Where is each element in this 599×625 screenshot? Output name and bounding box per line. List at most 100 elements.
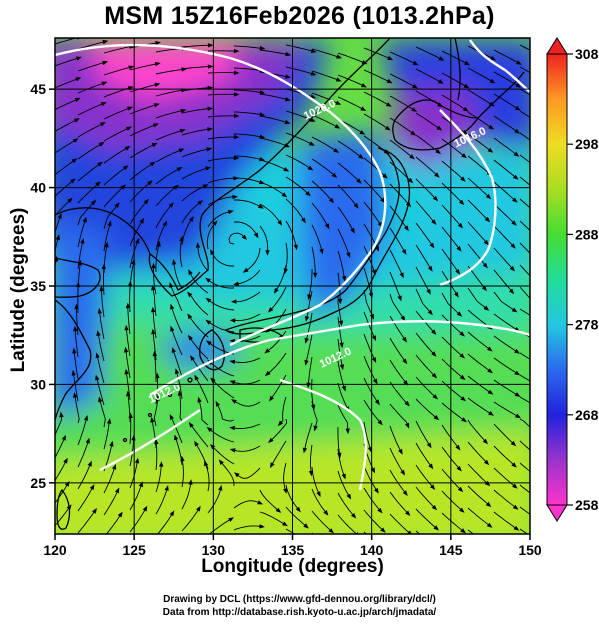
streamline-arrowhead — [541, 321, 547, 326]
streamline-arrowhead — [205, 319, 212, 325]
streamline — [96, 377, 105, 406]
streamline — [519, 154, 530, 164]
streamline — [279, 396, 287, 424]
streamline-arrowhead — [438, 56, 445, 61]
streamline — [467, 485, 489, 506]
streamline-arrowhead — [171, 347, 176, 353]
streamline — [99, 399, 106, 428]
streamline — [55, 57, 79, 67]
streamline — [220, 461, 235, 487]
streamline — [519, 484, 530, 494]
streamline-arrowhead — [307, 165, 314, 171]
streamline-arrowhead — [433, 525, 439, 531]
streamline — [77, 123, 103, 138]
streamline-arrowhead — [168, 202, 174, 208]
streamline — [311, 114, 338, 128]
streamline-arrowhead — [461, 153, 467, 159]
streamline — [189, 271, 209, 294]
streamline — [77, 486, 94, 512]
streamline — [49, 391, 52, 419]
streamline — [198, 399, 209, 426]
streamline-arrowhead — [437, 102, 444, 108]
streamline — [170, 285, 183, 312]
streamline-arrowhead — [134, 457, 140, 464]
streamline — [389, 249, 403, 276]
streamline — [519, 440, 530, 451]
streamline-arrowhead — [229, 448, 236, 453]
streamline-arrowhead — [341, 275, 347, 282]
streamline — [519, 308, 530, 316]
streamline-arrowhead — [514, 128, 521, 134]
streamline-arrowhead — [277, 420, 284, 427]
streamline-arrowhead — [431, 372, 438, 379]
streamline — [270, 286, 287, 311]
streamline — [467, 331, 491, 350]
streamline-arrowhead — [429, 242, 435, 249]
streamline — [493, 269, 513, 292]
streamline — [233, 525, 262, 531]
streamline-arrowhead — [437, 79, 444, 84]
streamline — [519, 88, 530, 96]
streamline-arrowhead — [259, 45, 266, 51]
streamline-arrowhead — [568, 345, 574, 349]
streamline — [283, 462, 287, 491]
streamline — [493, 225, 514, 247]
streamline — [311, 378, 314, 407]
streamline-arrowhead — [151, 142, 158, 148]
streamline — [103, 45, 132, 54]
streamline-arrowhead — [512, 504, 519, 510]
streamline-arrowhead — [488, 544, 494, 549]
streamline — [72, 373, 79, 402]
streamline-arrowhead — [372, 378, 378, 385]
streamline — [415, 288, 431, 313]
streamline-arrowhead — [338, 298, 343, 305]
streamline — [129, 241, 139, 269]
streamline-arrowhead — [152, 350, 157, 357]
isobars — [55, 39, 530, 491]
streamline — [260, 533, 264, 534]
streamline-arrowhead — [568, 82, 574, 87]
streamline — [441, 94, 467, 111]
streamline — [259, 225, 269, 253]
streamline — [519, 374, 530, 382]
streamline — [467, 309, 491, 328]
streamline-arrowhead — [143, 198, 149, 205]
streamline — [467, 221, 488, 244]
x-tick-label: 130 — [202, 542, 226, 558]
y-axis-ticks: 25 30 35 40 45 — [30, 81, 55, 491]
streamline-arrowhead — [514, 105, 521, 111]
streamline — [55, 460, 67, 482]
streamline-arrowhead — [228, 517, 234, 522]
streamline — [467, 67, 493, 83]
streamline-arrowhead — [269, 395, 274, 402]
streamline-arrowhead — [181, 67, 188, 72]
streamline-arrowhead — [71, 369, 76, 376]
streamline — [389, 337, 406, 362]
streamline — [100, 289, 105, 318]
isobar-1020 — [55, 43, 387, 347]
streamline — [467, 199, 489, 221]
streamline-arrowhead — [71, 158, 78, 164]
streamline — [179, 239, 183, 268]
streamline-arrowhead — [515, 413, 521, 419]
streamline — [389, 227, 406, 253]
streamline — [389, 315, 406, 340]
streamline — [363, 157, 386, 177]
streamline-arrowhead — [303, 523, 309, 529]
streamline — [55, 237, 59, 253]
streamline — [103, 204, 118, 230]
streamline-arrowhead — [204, 460, 209, 467]
streamline — [232, 357, 261, 363]
streamline — [103, 147, 128, 164]
streamline-arrowhead — [516, 60, 522, 65]
streamline-arrowhead — [374, 245, 380, 252]
streamline-arrowhead — [402, 336, 407, 343]
streamline — [493, 489, 517, 508]
streamline-arrowhead — [70, 178, 76, 184]
streamline-arrowhead — [153, 103, 160, 108]
streamline — [103, 266, 105, 296]
streamline — [233, 400, 261, 407]
streamline — [55, 415, 63, 436]
streamline-arrowhead — [456, 246, 462, 252]
streamline-arrowhead — [99, 285, 104, 292]
